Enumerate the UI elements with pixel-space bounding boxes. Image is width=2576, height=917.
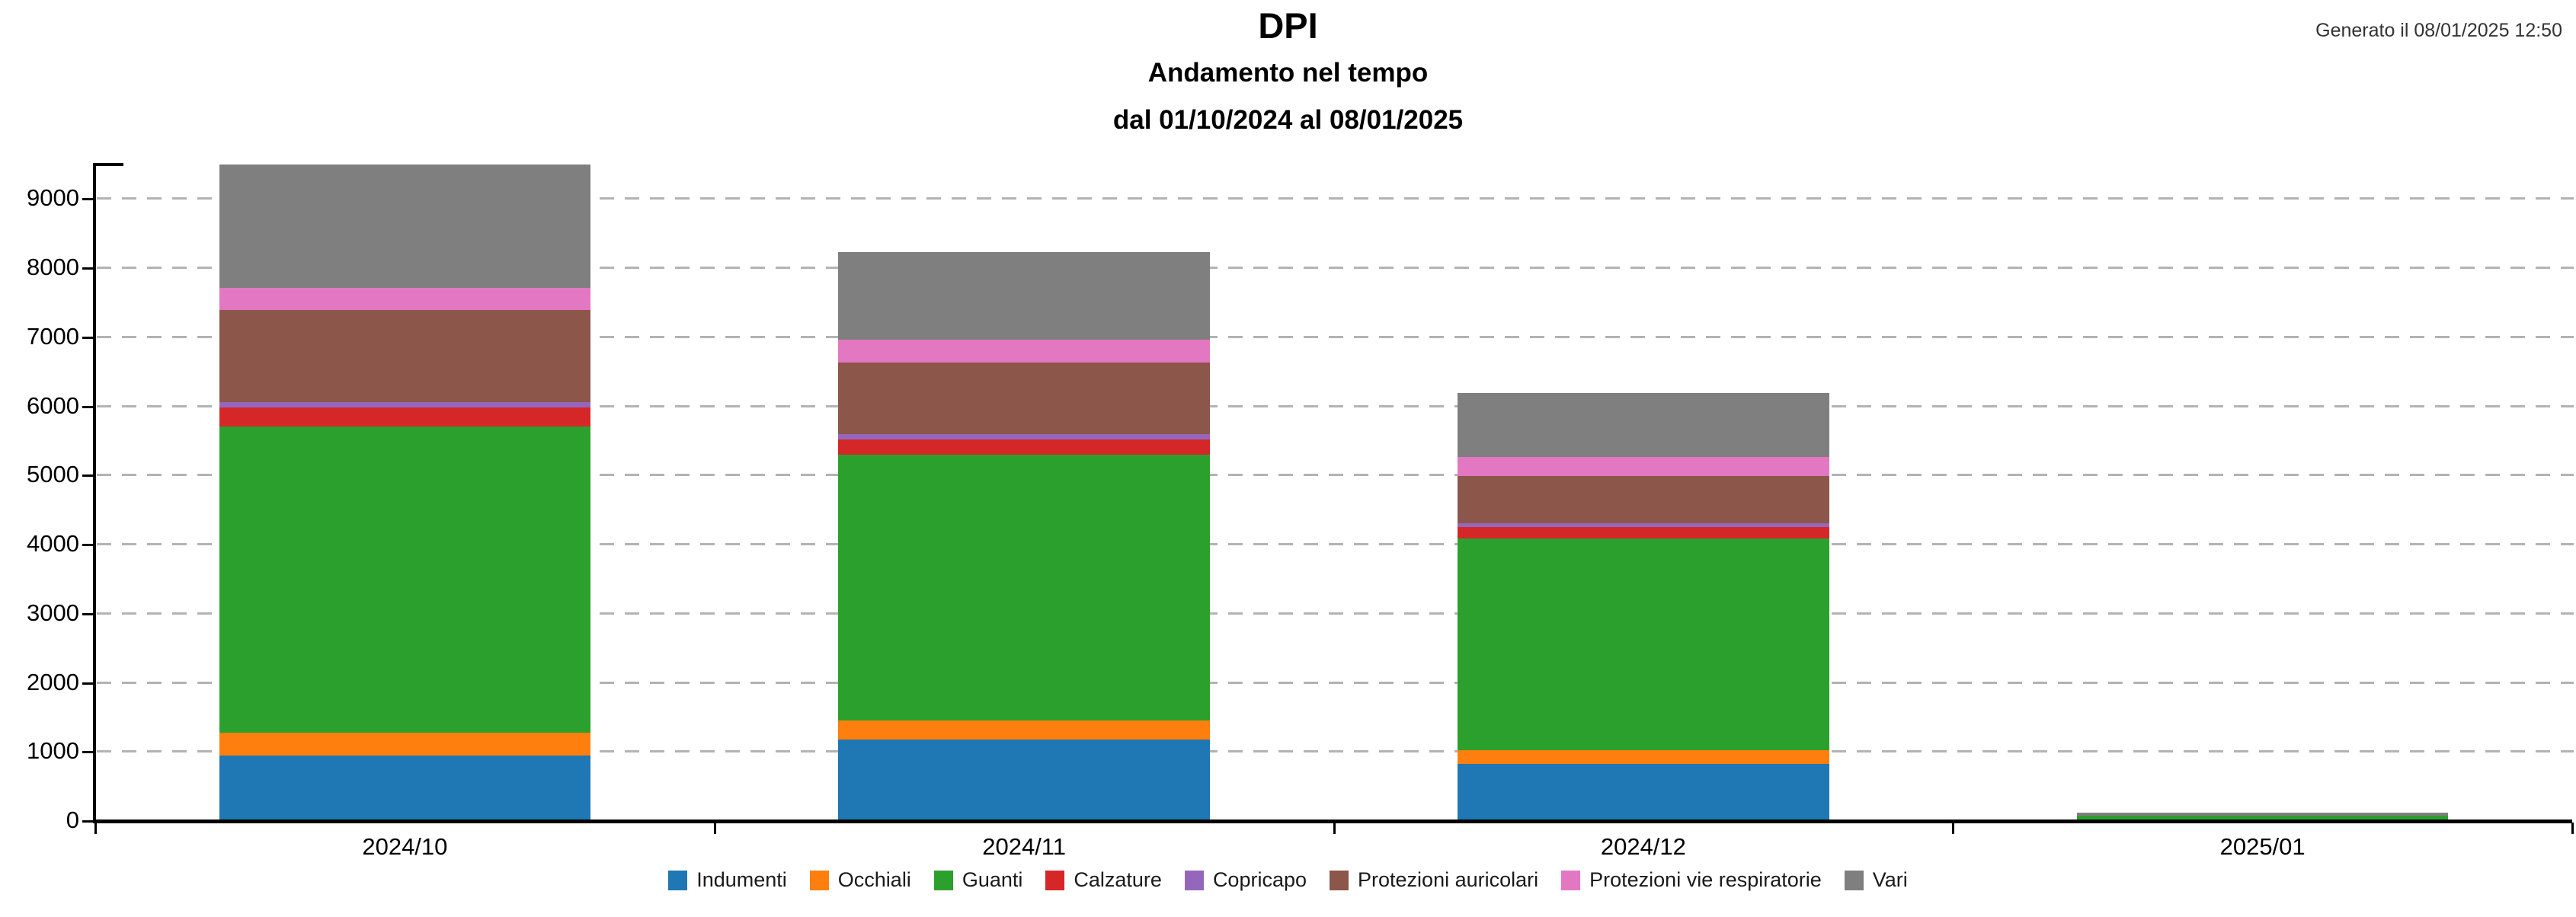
legend-item-indumenti[interactable]: Indumenti	[668, 868, 787, 892]
x-tick-mark-1	[713, 823, 716, 834]
bar-segment-2024/11-indumenti[interactable]	[838, 739, 1210, 821]
bar-segment-2024/10-occhiali[interactable]	[219, 732, 591, 756]
gridline-4000	[97, 543, 2574, 546]
legend-swatch-icon	[1330, 870, 1349, 890]
y-tick-mark-5000	[82, 474, 94, 478]
x-tick-mark-3	[1952, 823, 1955, 834]
chart-title: DPI	[1258, 5, 1318, 46]
legend-item-occhiali[interactable]: Occhiali	[809, 868, 911, 892]
legend-item-vari[interactable]: Vari	[1844, 868, 1908, 892]
x-axis-label-2024/11: 2024/11	[982, 833, 1066, 860]
x-tick-mark-4	[2571, 823, 2574, 834]
y-tick-label-6000: 6000	[27, 391, 79, 419]
legend-label: Protezioni auricolari	[1358, 868, 1539, 891]
gridline-1000	[97, 750, 2574, 753]
x-axis-label-2024/12: 2024/12	[1600, 833, 1686, 860]
y-tick-label-0: 0	[66, 807, 79, 833]
bar-segment-2024/11-protezioni-vie-respiratorie[interactable]	[838, 340, 1210, 363]
bar-segment-2024/10-copricapo[interactable]	[219, 402, 591, 408]
bar-segment-2024/10-vari[interactable]	[219, 165, 591, 288]
bar-segment-2024/11-guanti[interactable]	[838, 455, 1210, 720]
y-tick-label-8000: 8000	[27, 254, 79, 281]
y-axis-top-cap	[93, 163, 123, 166]
gridline-8000	[97, 267, 2574, 270]
y-tick-label-9000: 9000	[27, 184, 79, 212]
y-tick-mark-4000	[82, 544, 94, 547]
y-tick-mark-6000	[82, 405, 94, 408]
legend-swatch-icon	[1844, 870, 1864, 890]
generated-timestamp: Generato il 08/01/2025 12:50	[2315, 20, 2562, 41]
gridline-6000	[97, 404, 2574, 407]
legend-item-copricapo[interactable]: Copricapo	[1184, 868, 1307, 892]
legend-swatch-icon	[1045, 870, 1065, 890]
x-axis-label-2024/10: 2024/10	[362, 833, 448, 860]
bar-segment-2024/10-guanti[interactable]	[219, 426, 591, 733]
bar-segment-2024/12-indumenti[interactable]	[1458, 763, 1829, 821]
chart-subtitle: Andamento nel tempo	[1147, 58, 1429, 88]
x-axis-label-2025/01: 2025/01	[2219, 833, 2306, 860]
bar-segment-2024/10-calzature[interactable]	[219, 407, 591, 427]
y-tick-mark-2000	[82, 682, 94, 685]
legend-label: Copricapo	[1212, 868, 1307, 891]
y-tick-label-2000: 2000	[27, 668, 79, 695]
legend-label: Vari	[1872, 868, 1908, 891]
y-tick-label-1000: 1000	[27, 737, 79, 765]
legend-swatch-icon	[1561, 870, 1581, 890]
bar-segment-2024/11-copricapo[interactable]	[838, 433, 1210, 440]
chart-date-range: dal 01/10/2024 al 08/01/2025	[1112, 105, 1464, 135]
y-tick-label-4000: 4000	[27, 530, 79, 558]
y-tick-mark-0	[82, 820, 94, 823]
bar-segment-2024/12-protezioni-vie-respiratorie[interactable]	[1458, 456, 1829, 477]
bar-segment-2024/10-protezioni-vie-respiratorie[interactable]	[219, 287, 591, 311]
x-axis-line	[93, 820, 2572, 823]
bar-segment-2024/11-protezioni-auricolari[interactable]	[838, 363, 1210, 434]
x-tick-mark-0	[94, 823, 97, 834]
legend: Indumenti Occhiali Guanti Calzature Copricap…	[0, 868, 2576, 892]
gridline-9000	[97, 197, 2574, 200]
y-tick-label-5000: 5000	[27, 461, 79, 488]
legend-swatch-icon	[809, 870, 829, 890]
legend-label: Occhiali	[837, 868, 911, 891]
bar-segment-2025/01-guanti[interactable]	[2076, 815, 2449, 821]
legend-item-protezioni-auricolari[interactable]: Protezioni auricolari	[1330, 868, 1538, 892]
bar-segment-2024/12-copricapo[interactable]	[1458, 522, 1829, 528]
y-tick-label-3000: 3000	[27, 599, 79, 626]
bar-segment-2024/11-occhiali[interactable]	[838, 720, 1210, 740]
y-tick-mark-8000	[82, 267, 94, 270]
bar-segment-2024/10-indumenti[interactable]	[219, 755, 591, 821]
y-tick-mark-7000	[82, 336, 94, 339]
bar-segment-2024/11-vari[interactable]	[838, 252, 1210, 340]
legend-label: Calzature	[1074, 868, 1162, 891]
legend-label: Protezioni vie respiratorie	[1589, 868, 1822, 891]
gridline-2000	[97, 681, 2574, 684]
legend-swatch-icon	[1184, 870, 1204, 890]
legend-label: Indumenti	[696, 868, 787, 891]
y-axis-line	[93, 163, 96, 823]
bar-segment-2024/10-protezioni-auricolari[interactable]	[219, 310, 591, 403]
gridline-7000	[97, 335, 2574, 338]
y-tick-mark-9000	[82, 198, 94, 201]
legend-item-protezioni-vie-respiratorie[interactable]: Protezioni vie respiratorie	[1561, 868, 1822, 892]
bar-segment-2024/11-calzature[interactable]	[838, 439, 1210, 455]
y-tick-mark-1000	[82, 751, 94, 754]
bar-segment-2024/12-calzature[interactable]	[1458, 527, 1829, 538]
legend-item-guanti[interactable]: Guanti	[933, 868, 1023, 892]
x-tick-mark-2	[1333, 823, 1336, 834]
bar-segment-2024/12-protezioni-auricolari[interactable]	[1458, 476, 1829, 523]
gridline-3000	[97, 612, 2574, 615]
legend-swatch-icon	[933, 870, 953, 890]
legend-label: Guanti	[962, 868, 1023, 891]
bar-segment-2024/12-guanti[interactable]	[1458, 538, 1829, 750]
y-tick-label-7000: 7000	[27, 322, 79, 350]
legend-swatch-icon	[668, 870, 688, 890]
bar-segment-2024/12-occhiali[interactable]	[1458, 749, 1829, 764]
plot-area	[95, 165, 2574, 821]
legend-item-calzature[interactable]: Calzature	[1045, 868, 1162, 892]
gridline-5000	[97, 474, 2574, 477]
bar-segment-2025/01-vari[interactable]	[2076, 813, 2449, 816]
bar-segment-2024/12-vari[interactable]	[1458, 393, 1829, 457]
y-tick-mark-3000	[82, 612, 94, 615]
